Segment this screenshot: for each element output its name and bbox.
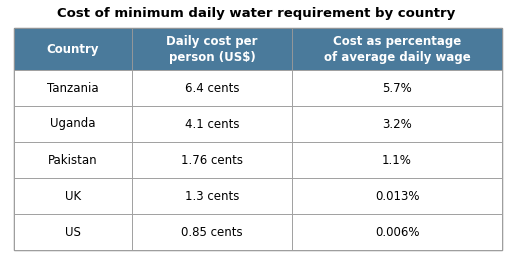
Bar <box>292 142 502 178</box>
Bar <box>292 106 502 142</box>
Bar <box>14 142 132 178</box>
Text: 6.4 cents: 6.4 cents <box>185 81 239 95</box>
Text: Daily cost per
person (US$): Daily cost per person (US$) <box>166 35 258 63</box>
Bar <box>132 214 292 250</box>
Text: 1.1%: 1.1% <box>382 154 412 166</box>
Text: UK: UK <box>65 189 81 203</box>
Text: 1.76 cents: 1.76 cents <box>181 154 243 166</box>
Text: Cost as percentage
of average daily wage: Cost as percentage of average daily wage <box>324 35 471 63</box>
Text: US: US <box>65 226 81 238</box>
Bar <box>132 106 292 142</box>
Bar <box>292 70 502 106</box>
Bar <box>14 28 502 250</box>
Bar <box>132 28 292 70</box>
Text: 1.3 cents: 1.3 cents <box>185 189 239 203</box>
Text: 5.7%: 5.7% <box>382 81 412 95</box>
Text: Country: Country <box>47 42 99 56</box>
Bar <box>132 70 292 106</box>
Bar <box>292 28 502 70</box>
Bar <box>14 106 132 142</box>
Text: Pakistan: Pakistan <box>48 154 98 166</box>
Bar <box>14 214 132 250</box>
Bar <box>292 214 502 250</box>
Text: 0.006%: 0.006% <box>375 226 419 238</box>
Bar <box>292 178 502 214</box>
Text: Uganda: Uganda <box>50 117 96 130</box>
Text: 4.1 cents: 4.1 cents <box>185 117 239 130</box>
Bar <box>132 178 292 214</box>
Text: Tanzania: Tanzania <box>47 81 99 95</box>
Text: 0.013%: 0.013% <box>375 189 419 203</box>
Bar <box>14 178 132 214</box>
Text: 0.85 cents: 0.85 cents <box>181 226 243 238</box>
Bar <box>132 142 292 178</box>
Text: 3.2%: 3.2% <box>382 117 412 130</box>
Bar <box>14 70 132 106</box>
Text: Cost of minimum daily water requirement by country: Cost of minimum daily water requirement … <box>57 8 455 20</box>
Bar <box>14 28 132 70</box>
